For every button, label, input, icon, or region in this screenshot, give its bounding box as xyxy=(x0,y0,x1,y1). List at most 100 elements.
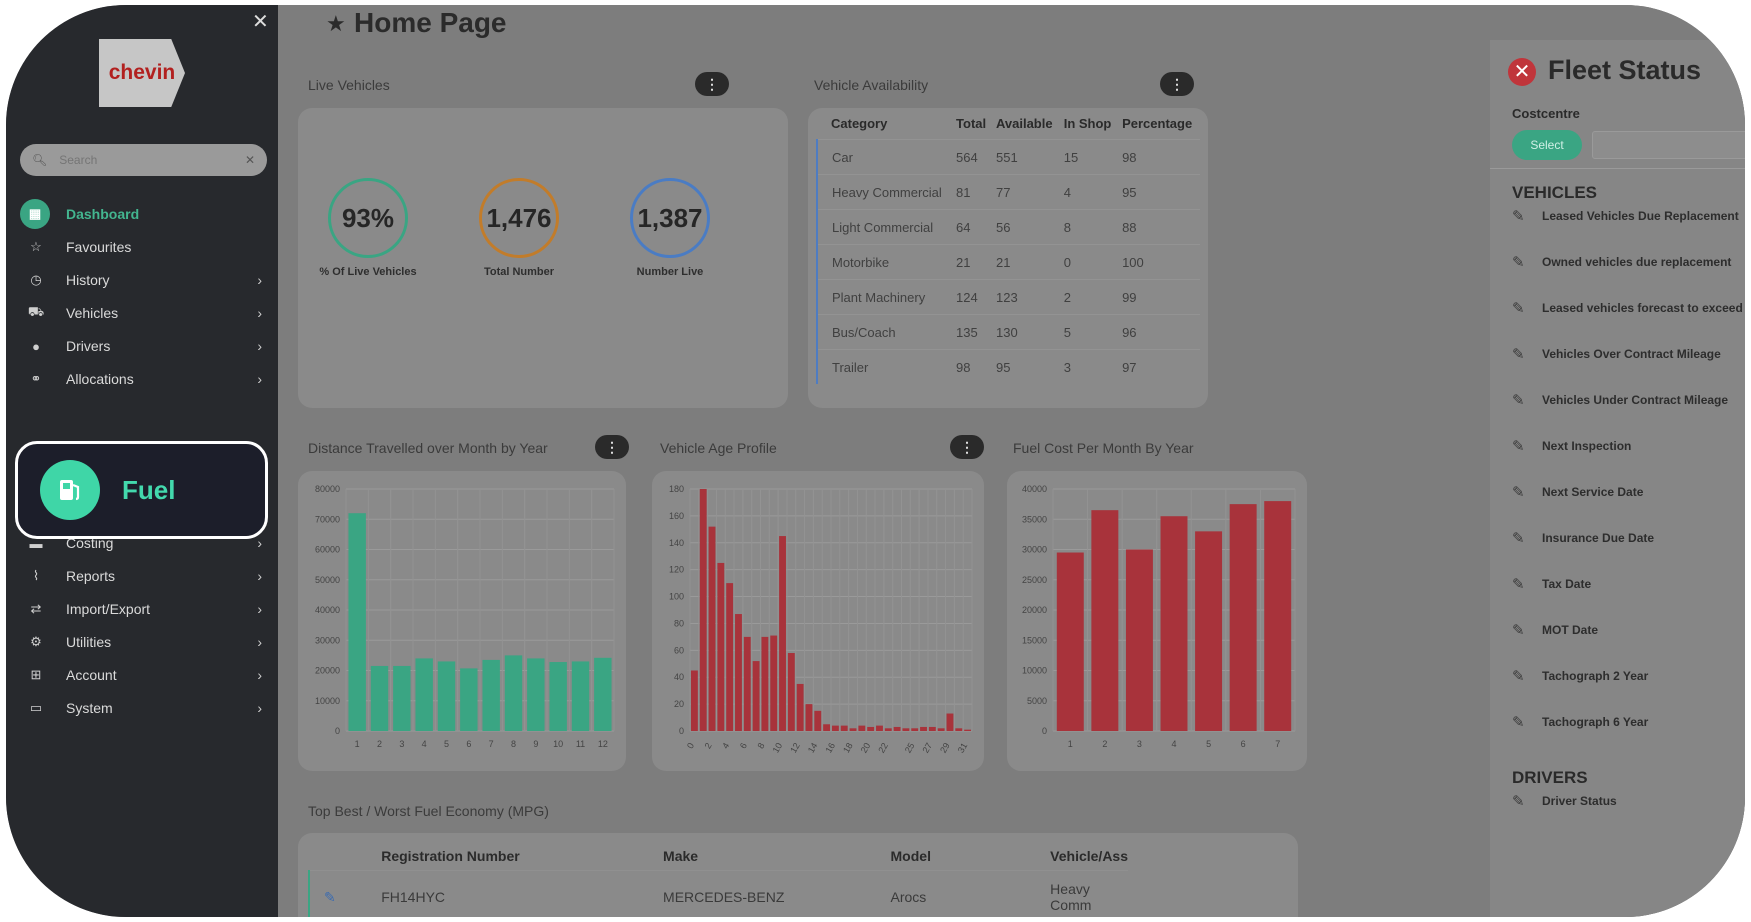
bar[interactable] xyxy=(571,661,590,731)
edit-icon[interactable]: ✎ xyxy=(1512,714,1525,731)
col-category[interactable]: Category xyxy=(831,116,888,131)
clear-icon[interactable]: ✕ xyxy=(244,153,255,167)
bar[interactable] xyxy=(849,728,857,731)
bar[interactable] xyxy=(708,526,716,731)
bar[interactable] xyxy=(594,657,612,731)
edit-icon[interactable]: ✎ xyxy=(1512,668,1525,685)
vehicle-availability-menu-button[interactable]: ⋮ xyxy=(1160,72,1194,96)
bar[interactable] xyxy=(437,661,456,731)
col-model[interactable]: Model xyxy=(890,848,931,864)
favourite-star-icon[interactable]: ★ xyxy=(326,11,346,36)
col-vehicle-type[interactable]: Vehicle/Ass xyxy=(1050,848,1128,864)
sidebar-item-account[interactable]: ⊞ Account › xyxy=(26,662,266,688)
sidebar-item-favourites[interactable]: ☆ Favourites xyxy=(26,234,266,260)
sidebar-item-vehicles[interactable]: ⛟ Vehicles › xyxy=(26,300,266,326)
bar[interactable] xyxy=(876,725,883,731)
col-percentage[interactable]: Percentage xyxy=(1122,116,1193,131)
fleet-status-row[interactable]: ✎ Owned vehicles due replacement xyxy=(1512,248,1745,276)
table-row[interactable]: Car 564 551 15 98 xyxy=(815,139,1200,175)
fuel-menu-item-highlight[interactable]: Fuel xyxy=(15,441,268,539)
edit-icon[interactable]: ✎ xyxy=(1512,346,1525,363)
bar[interactable] xyxy=(1091,510,1119,731)
table-row[interactable]: Heavy Commercial 81 77 4 95 xyxy=(815,174,1200,210)
sidebar-item-history[interactable]: ◷ History › xyxy=(26,267,266,293)
bar[interactable] xyxy=(867,726,875,731)
col-available[interactable]: Available xyxy=(995,116,1053,131)
close-icon[interactable]: ✕ xyxy=(252,11,269,33)
edit-icon[interactable]: ✎ xyxy=(1512,392,1525,409)
edit-icon[interactable]: ✎ xyxy=(1512,576,1525,593)
bar[interactable] xyxy=(805,704,813,731)
live-vehicles-menu-button[interactable]: ⋮ xyxy=(695,72,729,96)
bar[interactable] xyxy=(920,726,927,731)
bar[interactable] xyxy=(946,713,954,731)
edit-icon[interactable]: ✎ xyxy=(1512,208,1525,225)
edit-icon[interactable]: ✎ xyxy=(1512,300,1525,317)
bar[interactable] xyxy=(743,636,751,731)
table-row[interactable]: Bus/Coach 135 130 5 96 xyxy=(815,314,1200,350)
table-row[interactable]: Light Commercial 64 56 8 88 xyxy=(815,209,1200,245)
sidebar-item-drivers[interactable]: ● Drivers › xyxy=(26,333,266,359)
bar[interactable] xyxy=(937,728,945,731)
edit-icon[interactable]: ✎ xyxy=(1512,793,1525,810)
bar[interactable] xyxy=(393,665,411,731)
col-total[interactable]: Total xyxy=(956,116,987,131)
table-row[interactable]: Plant Machinery 124 123 2 99 xyxy=(815,279,1200,315)
bar[interactable] xyxy=(779,536,786,731)
bar[interactable] xyxy=(504,655,523,731)
col-registration[interactable]: Registration Number xyxy=(381,848,520,864)
bar[interactable] xyxy=(415,658,433,731)
sidebar-item-dashboard[interactable]: ▦ Dashboard xyxy=(20,199,266,229)
fleet-status-row[interactable]: ✎ Next Inspection xyxy=(1512,432,1745,460)
table-row[interactable]: ✎ FH14HYC MERCEDES-BENZ Arocs Heavy Comm xyxy=(307,870,1128,917)
bar[interactable] xyxy=(735,614,742,731)
bar[interactable] xyxy=(1056,552,1084,731)
bar[interactable] xyxy=(699,489,707,731)
bar[interactable] xyxy=(840,725,848,731)
bar[interactable] xyxy=(964,729,972,731)
fleet-status-row[interactable]: ✎ Leased Vehicles Due Replacement xyxy=(1512,202,1745,230)
bar[interactable] xyxy=(814,710,822,731)
bar[interactable] xyxy=(460,668,478,731)
bar[interactable] xyxy=(823,724,831,731)
fleet-status-row[interactable]: ✎ Tachograph 2 Year xyxy=(1512,662,1745,690)
edit-icon[interactable]: ✎ xyxy=(1512,622,1525,639)
search-input[interactable] xyxy=(59,153,245,167)
edit-icon[interactable]: ✎ xyxy=(1512,530,1525,547)
costcentre-select-button[interactable]: Select xyxy=(1512,130,1582,160)
edit-icon[interactable]: ✎ xyxy=(324,888,336,905)
bar[interactable] xyxy=(717,562,725,731)
bar[interactable] xyxy=(1264,501,1292,731)
bar[interactable] xyxy=(482,659,500,731)
sidebar-item-import-export[interactable]: ⇄ Import/Export › xyxy=(26,596,266,622)
bar[interactable] xyxy=(1125,549,1153,732)
col-make[interactable]: Make xyxy=(663,848,699,864)
sidebar-item-reports[interactable]: ⌇ Reports › xyxy=(26,563,266,589)
bar[interactable] xyxy=(893,726,901,731)
bar[interactable] xyxy=(527,658,545,731)
bar[interactable] xyxy=(1160,516,1188,731)
fleet-status-row[interactable]: ✎ Tax Date xyxy=(1512,570,1745,598)
fleet-status-row[interactable]: ✎ Vehicles Over Contract Mileage xyxy=(1512,340,1745,368)
fleet-status-row[interactable]: ✎ MOT Date xyxy=(1512,616,1745,644)
chevin-logo[interactable]: chevin xyxy=(99,39,185,107)
sidebar-item-allocations[interactable]: ⚭ Allocations › xyxy=(26,366,266,392)
bar[interactable] xyxy=(348,513,366,731)
bar[interactable] xyxy=(796,683,804,731)
bar[interactable] xyxy=(549,662,567,731)
bar[interactable] xyxy=(787,653,795,731)
fleet-status-row[interactable]: ✎ Driver Status xyxy=(1512,787,1745,815)
bar[interactable] xyxy=(690,670,698,732)
bar[interactable] xyxy=(955,728,963,731)
fleet-status-row[interactable]: ✎ Vehicles Under Contract Mileage xyxy=(1512,386,1745,414)
fleet-status-row[interactable]: ✎ Next Service Date xyxy=(1512,478,1745,506)
table-row[interactable]: Trailer 98 95 3 97 xyxy=(815,349,1200,384)
fleet-status-row[interactable]: ✎ Tachograph 6 Year xyxy=(1512,708,1745,736)
bar[interactable] xyxy=(884,728,892,731)
fleet-status-row[interactable]: ✎ Leased vehicles forecast to exceed cont… xyxy=(1512,294,1745,322)
age-profile-chart-menu-button[interactable]: ⋮ xyxy=(950,435,984,459)
bar[interactable] xyxy=(1229,504,1257,731)
bar[interactable] xyxy=(1195,531,1223,731)
bar[interactable] xyxy=(770,635,778,731)
costcentre-input[interactable] xyxy=(1592,131,1745,159)
